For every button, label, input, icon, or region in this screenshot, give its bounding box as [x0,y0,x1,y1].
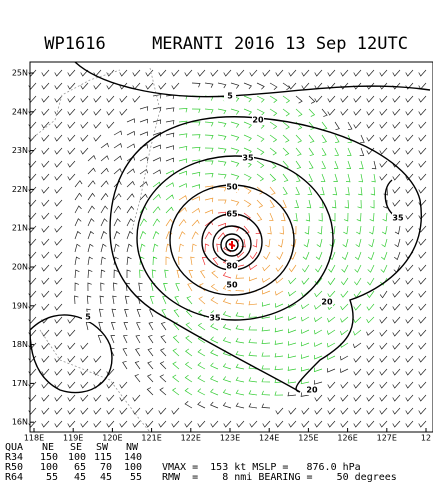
table-cell: 150 [40,452,58,463]
wind-barbs [28,69,427,428]
lon-label: 120E [102,434,122,443]
contour-label: 80 [226,262,238,271]
table-cell: 100 [68,452,86,463]
lat-label: 22N [12,185,28,194]
table-cell: 55 [46,472,58,483]
lat-label: 23N [12,146,28,155]
contour [29,314,113,394]
lon-label: 127E [377,434,397,443]
contour-label-bg [321,297,333,307]
lat-label: 20N [12,263,28,272]
table-header: QUA [5,442,23,453]
coastline [39,329,151,433]
table-cell: R50 [5,462,23,473]
lon-label: 126E [337,434,357,443]
lon-label: 121E [141,434,161,443]
lat-label: 21N [12,224,28,233]
contour-label-bg [226,261,238,271]
table-cell: 140 [124,452,142,463]
contour-label: 35 [209,314,221,323]
lon-label: 123E [220,434,240,443]
table-header: NW [126,442,139,453]
contour-label-bg [306,385,318,395]
contour-label-bg [209,313,221,323]
contour-label-bg [82,312,94,322]
table-cell: 115 [94,452,112,463]
contour-label-bg [242,153,254,163]
contour-label: 5 [227,92,233,101]
contour-label: 65 [226,210,238,219]
contour-label: 20 [306,386,318,395]
table-cell: 70 [100,462,112,473]
contour [220,233,244,257]
lat-label: 18N [12,340,28,349]
table-cell: 45 [100,472,112,483]
lon-label: 119E [63,434,83,443]
table-cell: 100 [40,462,58,473]
lon-label: 125E [298,434,318,443]
table-cell: 100 [124,462,142,473]
coastline [131,67,161,231]
lat-label: 16N [12,418,28,427]
map-title: MERANTI 2016 13 Sep 12UTC [152,34,408,54]
contour-label: 35 [392,214,404,223]
lat-label: 25N [12,69,28,78]
contour-label: 35 [242,154,254,163]
lat-label: 17N [12,379,28,388]
lon-label: 122E [181,434,201,443]
contour-label-bg [224,91,236,101]
contour-label: 50 [226,183,238,192]
table-header: SE [70,442,82,453]
coastlines [29,67,161,433]
lat-label: 19N [12,301,28,310]
contour-label-bg [226,182,238,192]
table-cell: 65 [74,462,86,473]
contour-label: 5 [85,313,91,322]
summary-line: VMAX = 153 kt MSLP = 876.0 hPa [162,462,361,473]
lon-label: 12 [421,434,431,443]
storm-center [228,241,236,249]
storm-id: WP1616 [44,34,105,54]
lon-label: 124E [259,434,279,443]
lat-label: 24N [12,107,28,116]
table-cell: R34 [5,452,23,463]
lon-label: 118E [24,434,44,443]
table-header: NE [42,442,54,453]
contour [225,238,239,252]
contour-label-bg [392,213,404,223]
contour-label: 50 [226,281,238,290]
contour-label-bg [226,280,238,290]
table-cell: 45 [74,472,86,483]
table-header: SW [96,442,109,453]
table-cell: 55 [130,472,142,483]
map-frame [29,61,433,433]
contour-label-bg [226,209,238,219]
summary-line: RMW = 8 nmi BEARING = 50 degrees [162,472,397,483]
contour-label: 20 [252,116,264,125]
contour [136,155,334,321]
contour-label: 20 [321,298,333,307]
contour-label-bg [252,115,264,125]
coastline [29,69,121,141]
table-cell: R64 [5,472,23,483]
